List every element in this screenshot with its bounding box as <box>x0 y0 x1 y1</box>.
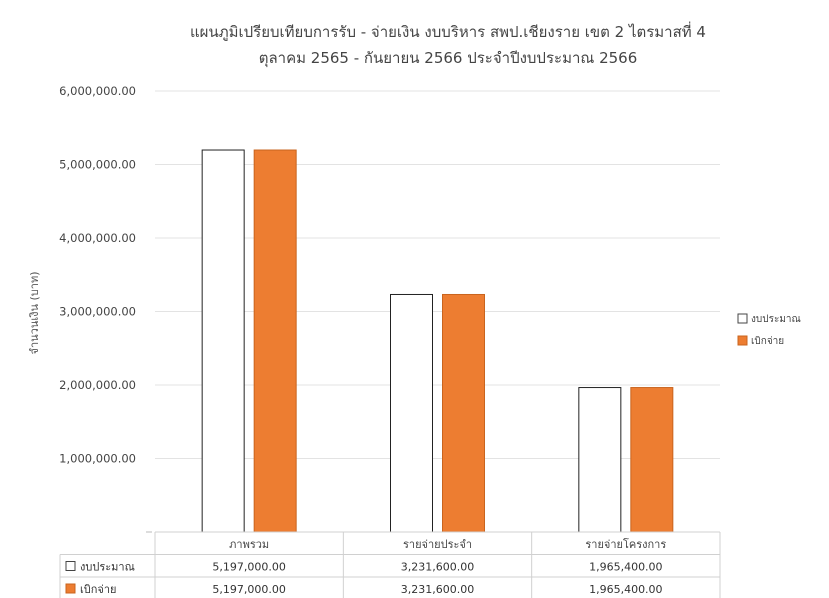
table-cell-value: 1,965,400.00 <box>589 583 662 596</box>
category-label: ภาพรวม <box>229 538 269 551</box>
category-label: รายจ่ายโครงการ <box>585 537 666 551</box>
y-tick-label: 2,000,000.00 <box>59 378 136 392</box>
table-legend-key <box>66 584 75 593</box>
legend-label: งบประมาณ <box>751 314 801 325</box>
table-legend-key <box>66 562 75 571</box>
table-cell-value: 3,231,600.00 <box>401 561 474 574</box>
legend-label: เบิกจ่าย <box>751 336 784 347</box>
bar-disbursed-1 <box>443 294 485 532</box>
bars <box>202 150 673 532</box>
y-tick-label: 6,000,000.00 <box>59 84 136 98</box>
data-table: ภาพรวม รายจ่ายประจำ รายจ่ายโครงการงบประมาณ… <box>60 532 720 598</box>
table-cell-value: 3,231,600.00 <box>401 583 474 596</box>
bar-disbursed-2 <box>631 388 673 532</box>
table-series-label: งบประมาณ <box>80 561 135 574</box>
legend-key <box>738 336 747 345</box>
y-tick-labels: 6,000,000.00 5,000,000.00 4,000,000.00 3,00… <box>59 84 136 466</box>
category-label: รายจ่ายประจำ <box>403 538 472 551</box>
y-axis-label: จำนวนเงิน (บาท) <box>28 272 41 355</box>
legend-key <box>738 314 747 323</box>
y-tick-label: 3,000,000.00 <box>59 305 136 319</box>
y-tick-label: 4,000,000.00 <box>59 231 136 245</box>
chart-title-line2: ตุลาคม 2565 - กันยายน 2566 ประจำปีงบประม… <box>259 49 638 68</box>
bar-budget-0 <box>202 150 244 532</box>
chart-title-line1: แผนภูมิเปรียบเทียบการรับ - จ่ายเงิน งบบร… <box>190 21 706 41</box>
bar-disbursed-0 <box>254 150 296 532</box>
table-cell-value: 5,197,000.00 <box>212 561 285 574</box>
table-cell-value: 1,965,400.00 <box>589 561 662 574</box>
y-tick-label: 5,000,000.00 <box>59 158 136 172</box>
y-tick-label: 1,000,000.00 <box>59 452 136 466</box>
table-series-label: เบิกจ่าย <box>80 583 116 596</box>
table-cell-value: 5,197,000.00 <box>212 583 285 596</box>
bar-budget-1 <box>391 294 433 532</box>
bar-budget-2 <box>579 388 621 532</box>
